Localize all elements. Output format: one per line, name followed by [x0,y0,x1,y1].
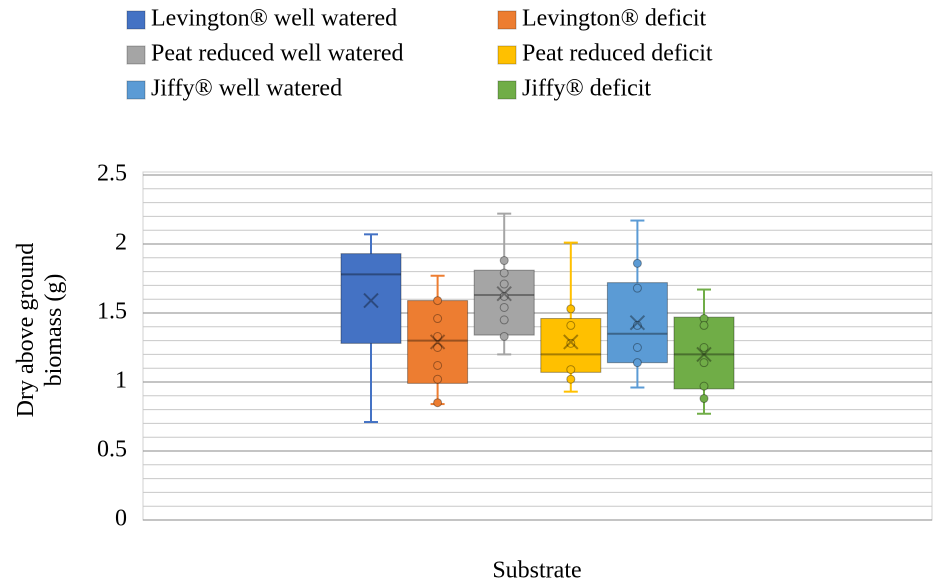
box [340,253,402,344]
legend-swatch [497,80,517,100]
legend-label: Jiffy® well watered [151,76,342,102]
data-point [433,331,443,341]
data-point [499,268,509,278]
data-point [566,304,576,314]
legend-label: Peat reduced deficit [522,41,713,67]
legend-label: Jiffy® deficit [522,76,651,102]
data-point [699,394,709,404]
data-point [433,360,443,370]
y-tick-label: 1.5 [97,299,127,325]
data-point [499,302,509,312]
legend-label: Levington® deficit [522,6,707,32]
data-point [699,343,709,352]
data-point [499,315,509,325]
data-point [433,314,443,324]
data-point [699,381,709,391]
data-point [499,279,509,289]
y-axis-label: Dry above ground biomass (g) [13,242,67,418]
data-point [632,343,642,352]
data-point [566,338,576,348]
mean-marker [363,292,379,309]
legend-swatch [126,45,146,65]
data-point [566,365,576,375]
legend-swatch [126,10,146,30]
data-point [632,258,642,268]
mean-marker [696,346,712,363]
x-axis-label: Substrate [492,558,581,584]
y-tick-label: 1 [115,368,127,394]
data-point [632,283,642,293]
data-point [433,374,443,384]
y-tick-label: 0 [115,506,127,532]
mean-marker [629,314,646,331]
y-tick-label: 2.5 [97,161,127,187]
y-tick-label: 2 [115,230,127,256]
y-tick-label: 0.5 [97,437,127,463]
data-point [433,296,443,306]
legend-swatch [497,10,517,30]
data-point [499,256,509,266]
data-point [699,320,709,330]
legend-swatch [126,80,146,100]
legend-swatch [497,45,517,65]
data-point [433,398,443,408]
legend-label: Peat reduced well watered [151,41,404,67]
data-point [433,343,443,352]
data-point [499,331,509,341]
data-point [499,291,509,301]
data-point [632,358,642,368]
mean-marker [496,285,512,302]
legend-label: Levington® well watered [151,6,397,32]
data-point [699,358,709,368]
plot-frame [142,171,933,521]
mean-marker [563,334,579,350]
data-point [632,320,642,330]
mean-marker [429,334,446,350]
data-point [566,374,576,384]
data-point [566,320,576,330]
